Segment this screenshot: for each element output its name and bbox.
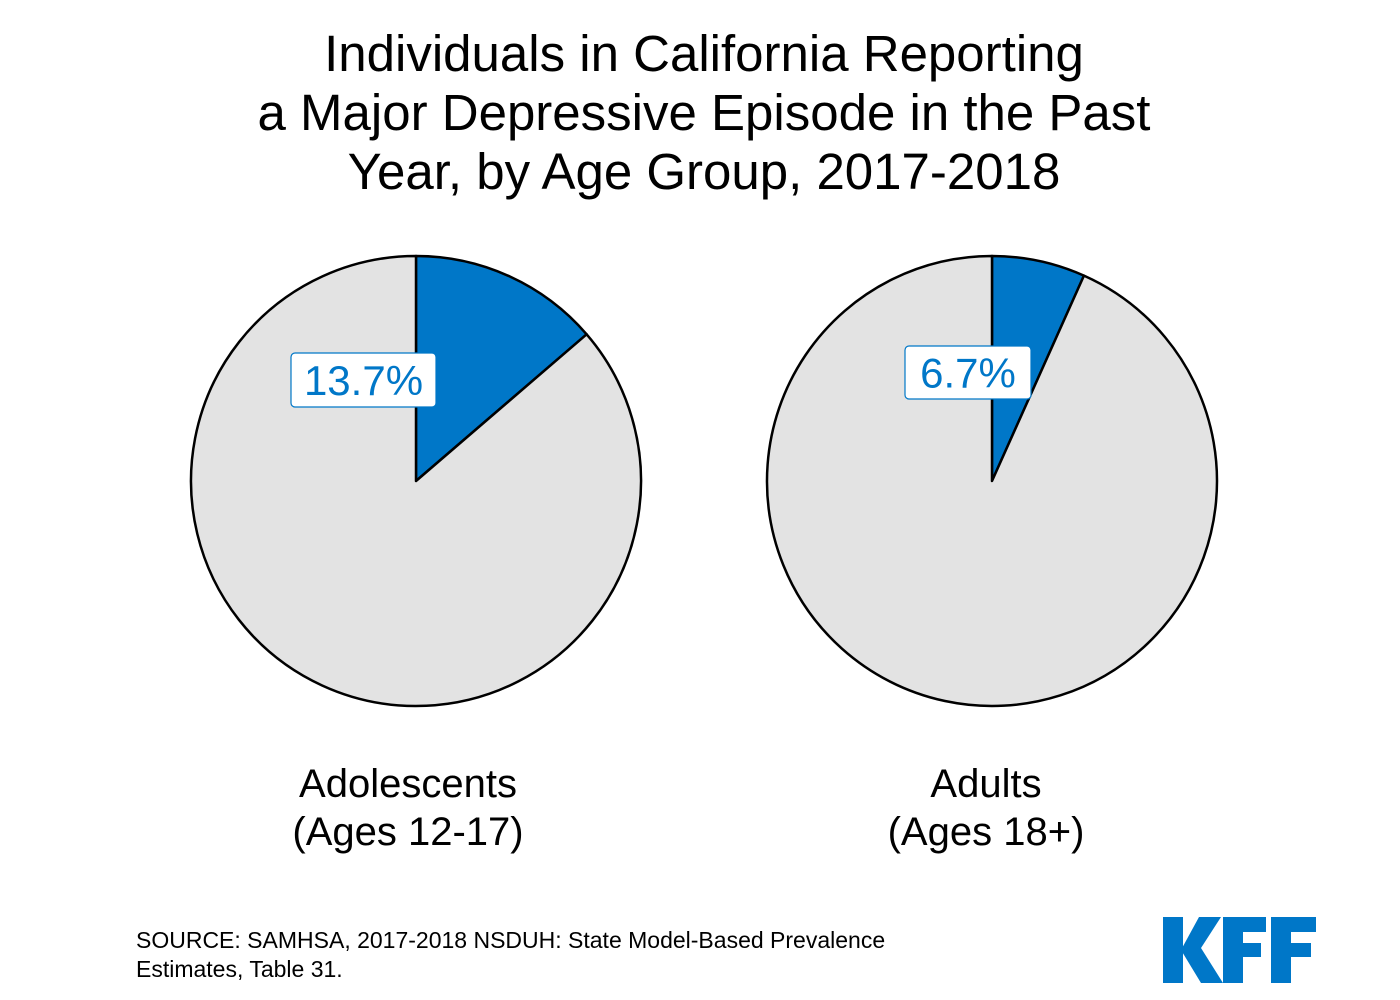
title-line-3: Year, by Age Group, 2017-2018 — [347, 143, 1061, 200]
pie-label-adolescents-line-1: Adolescents — [299, 762, 517, 806]
kff-logo-icon — [1163, 917, 1316, 983]
kff-logo — [1163, 917, 1318, 990]
pie-label-adults-line-2: (Ages 18+) — [887, 810, 1085, 854]
pie-label-adults-line-1: Adults — [930, 762, 1042, 806]
data-label-adolescents: 13.7% — [304, 357, 423, 404]
chart-title: Individuals in California Reporting a Ma… — [0, 24, 1400, 201]
title-line-1: Individuals in California Reporting — [324, 25, 1084, 82]
source-line-2: Estimates, Table 31. — [136, 956, 343, 982]
pie-label-adolescents-line-2: (Ages 12-17) — [292, 810, 524, 854]
title-line-2: a Major Depressive Episode in the Past — [257, 84, 1151, 141]
pie-adults: 6.7% — [765, 254, 1219, 708]
data-label-box-adults — [904, 345, 1032, 400]
source-note: SOURCE: SAMHSA, 2017-2018 NSDUH: State M… — [136, 926, 885, 984]
pie-label-adults: Adults (Ages 18+) — [786, 760, 1186, 856]
pie-slice-adolescents-mde — [414, 254, 588, 483]
pie-label-adolescents: Adolescents (Ages 12-17) — [208, 760, 608, 856]
data-label-box-adolescents — [290, 352, 437, 408]
pie-slice-adults-other — [765, 254, 1219, 708]
pie-adolescents: 13.7% — [189, 254, 643, 708]
source-line-1: SOURCE: SAMHSA, 2017-2018 NSDUH: State M… — [136, 927, 886, 953]
data-label-adults: 6.7% — [920, 350, 1016, 397]
